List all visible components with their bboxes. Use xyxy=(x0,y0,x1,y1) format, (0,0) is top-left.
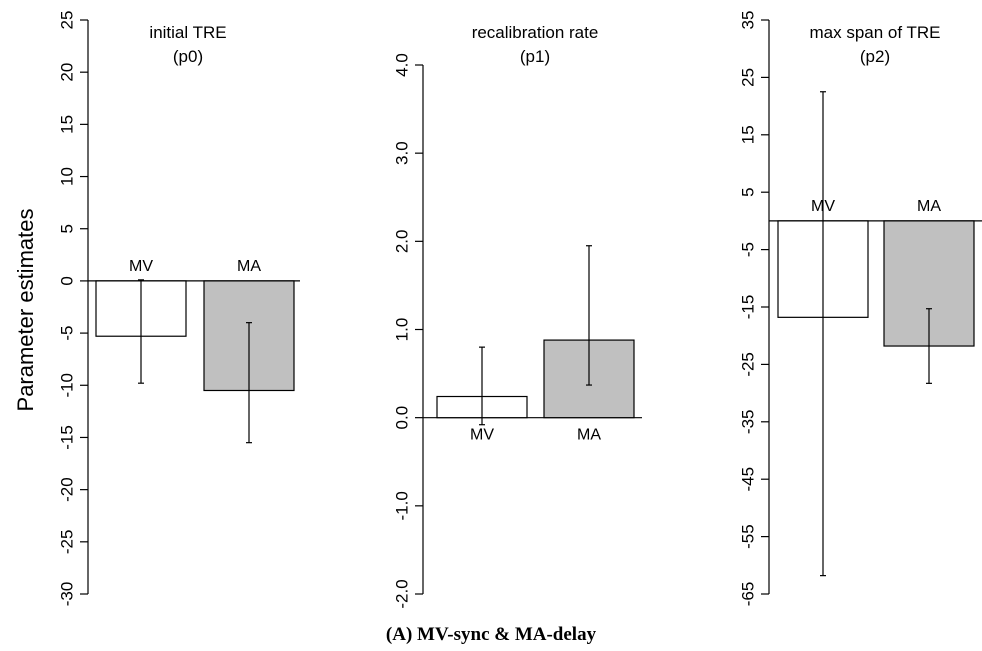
y-tick-label: 1.0 xyxy=(392,318,411,342)
y-tick-label: 15 xyxy=(57,115,76,134)
y-tick-label: -5 xyxy=(738,242,757,257)
y-tick-label: 0.0 xyxy=(392,406,411,430)
y-tick-label: 4.0 xyxy=(392,53,411,77)
figure-caption: (A) MV-sync & MA-delay xyxy=(385,624,597,645)
panel-subtitle: (p2) xyxy=(860,47,890,66)
y-tick-label: 20 xyxy=(57,63,76,82)
y-tick-label: 10 xyxy=(57,167,76,186)
category-label: MA xyxy=(917,198,941,215)
y-tick-label: -5 xyxy=(57,326,76,341)
y-axis-label: Parameter estimates xyxy=(13,209,38,412)
y-tick-label: 3.0 xyxy=(392,141,411,165)
y-tick-label: -10 xyxy=(57,373,76,398)
y-tick-label: -1.0 xyxy=(392,491,411,520)
y-tick-label: 5 xyxy=(57,224,76,233)
y-tick-label: -2.0 xyxy=(392,579,411,608)
category-label: MA xyxy=(237,258,261,275)
panel-subtitle: (p0) xyxy=(173,47,203,66)
category-label: MA xyxy=(577,427,601,444)
category-label: MV xyxy=(470,427,494,444)
panel-title: recalibration rate xyxy=(472,23,599,42)
y-tick-label: 2.0 xyxy=(392,230,411,254)
y-tick-label: -30 xyxy=(57,582,76,607)
y-tick-label: 25 xyxy=(738,68,757,87)
panel-max-span-of-tre: 35 25 15 5 -5 -15 -25 -35 -45 -55 -65 MV MA max span … xyxy=(738,11,982,607)
panel-title: max span of TRE xyxy=(809,23,940,42)
panel-initial-tre: 25 20 15 10 5 0 -5 -10 -15 -20 -25 -30 MV MA initial T… xyxy=(57,11,300,607)
y-tick-label: -15 xyxy=(738,295,757,320)
panel-title: initial TRE xyxy=(149,23,226,42)
y-tick-label: 15 xyxy=(738,125,757,144)
panel-subtitle: (p1) xyxy=(520,47,550,66)
y-tick-label: -15 xyxy=(57,425,76,450)
category-label: MV xyxy=(811,198,835,215)
y-tick-label: -65 xyxy=(738,582,757,607)
y-tick-label: 0 xyxy=(57,276,76,285)
y-tick-label: -55 xyxy=(738,524,757,549)
panel-recalibration-rate: 4.0 3.0 2.0 1.0 0.0 -1.0 -2.0 MV MA recalibration… xyxy=(392,23,642,609)
y-tick-label: -20 xyxy=(57,477,76,502)
y-tick-label: 35 xyxy=(738,11,757,30)
y-tick-label: 5 xyxy=(738,187,757,196)
y-tick-label: -25 xyxy=(738,352,757,377)
category-label: MV xyxy=(129,258,153,275)
y-tick-label: -35 xyxy=(738,410,757,435)
y-tick-label: -45 xyxy=(738,467,757,492)
y-tick-label: -25 xyxy=(57,530,76,555)
y-tick-label: 25 xyxy=(57,11,76,30)
